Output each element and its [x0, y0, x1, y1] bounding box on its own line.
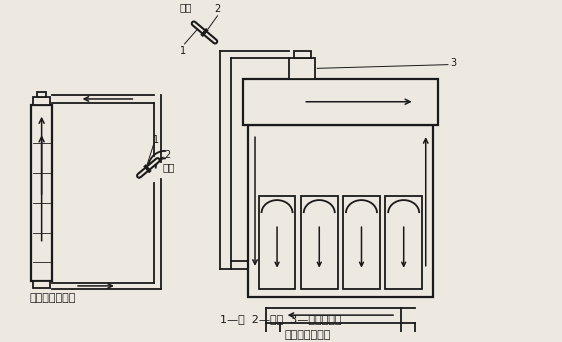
Bar	[294, 51, 311, 58]
Bar	[37, 92, 46, 97]
Bar	[289, 58, 315, 79]
Text: 3: 3	[450, 58, 456, 68]
Bar	[248, 125, 433, 297]
Bar	[33, 281, 50, 288]
Text: 逆流冲洗散热器: 逆流冲洗散热器	[30, 293, 76, 303]
Text: 2: 2	[164, 150, 170, 160]
Bar	[33, 97, 50, 105]
Bar	[243, 79, 438, 125]
Text: 1: 1	[153, 135, 159, 145]
Text: 逆流冲洗发动机: 逆流冲洗发动机	[285, 330, 331, 340]
Bar	[386, 196, 422, 289]
Text: 2: 2	[214, 4, 220, 14]
Text: 1: 1	[180, 46, 185, 56]
Bar	[301, 196, 338, 289]
Text: 喷枪: 喷枪	[179, 2, 192, 12]
Bar	[343, 196, 380, 289]
Bar	[259, 196, 296, 289]
Text: 1—水  2—空气  3—拆下节温器: 1—水 2—空气 3—拆下节温器	[220, 314, 342, 325]
Bar	[31, 105, 52, 281]
Text: 喷枪: 喷枪	[162, 162, 175, 173]
